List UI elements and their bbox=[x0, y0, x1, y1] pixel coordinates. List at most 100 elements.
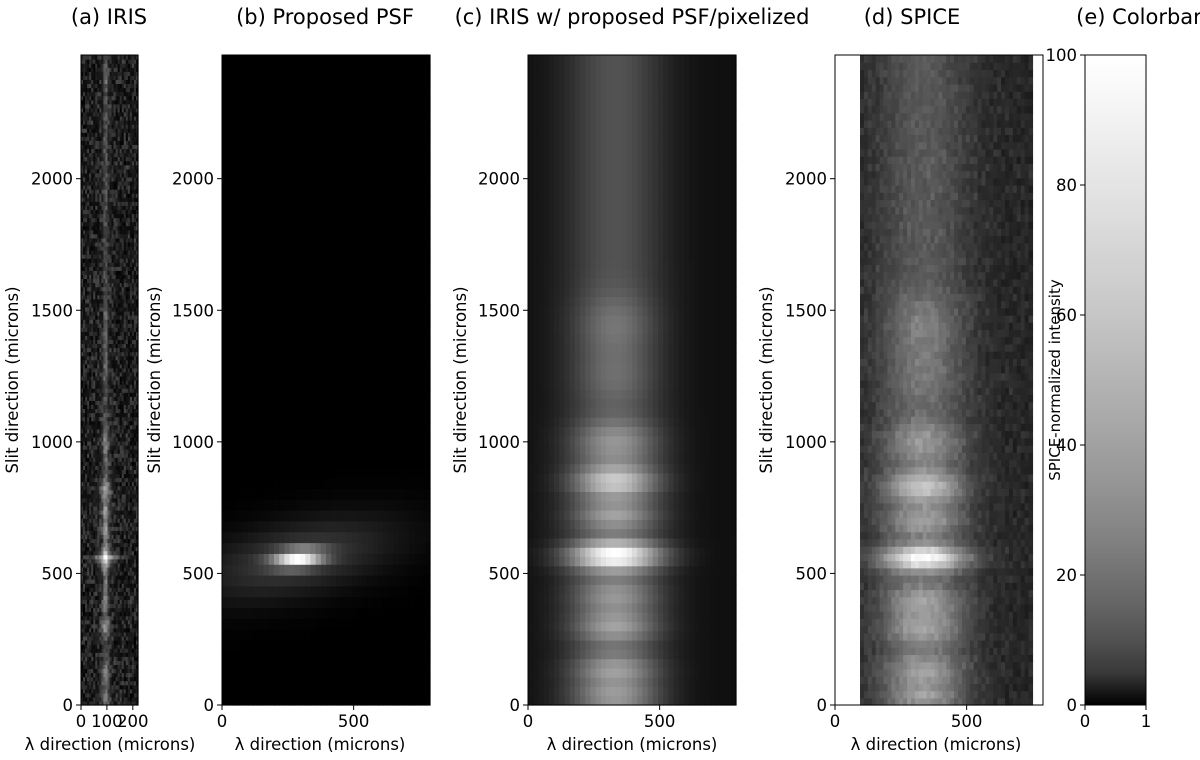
heatmap-cell bbox=[99, 595, 102, 600]
heatmap-cell bbox=[121, 538, 125, 544]
heatmap-cell bbox=[125, 562, 129, 568]
heatmap-cell bbox=[119, 518, 123, 523]
heatmap-cell bbox=[87, 514, 90, 519]
heatmap-cell bbox=[97, 477, 100, 483]
heatmap-cell bbox=[107, 579, 111, 584]
heatmap-cell bbox=[99, 473, 102, 479]
heatmap-cell bbox=[89, 688, 92, 694]
heatmap-cell bbox=[87, 530, 90, 535]
heatmap-cell bbox=[89, 648, 92, 653]
heatmap-cell bbox=[85, 477, 88, 483]
heatmap-cell bbox=[125, 656, 129, 661]
heatmap-cell bbox=[119, 485, 123, 491]
heatmap-cell bbox=[315, 618, 322, 630]
heatmap-cell bbox=[89, 526, 92, 531]
heatmap-cell bbox=[115, 550, 119, 556]
heatmap-cell bbox=[81, 652, 84, 657]
heatmap-cell bbox=[135, 579, 139, 584]
heatmap-cell bbox=[117, 497, 121, 503]
heatmap-cell bbox=[89, 477, 92, 483]
heatmap-cell bbox=[131, 587, 135, 592]
heatmap-cell bbox=[115, 631, 119, 637]
heatmap-cell bbox=[115, 656, 119, 661]
heatmap-cell bbox=[117, 493, 121, 499]
heatmap-cell bbox=[113, 599, 117, 605]
heatmap-cell bbox=[362, 640, 369, 652]
heatmap-cell bbox=[93, 668, 96, 674]
heatmap-cell bbox=[97, 644, 100, 649]
heatmap-cell bbox=[109, 579, 113, 584]
heatmap-cell bbox=[129, 481, 133, 487]
heatmap-cell bbox=[362, 618, 369, 630]
heatmap-cell bbox=[131, 546, 135, 552]
heatmap-cell bbox=[367, 585, 374, 598]
heatmap-cell bbox=[279, 618, 285, 630]
heatmap-cell bbox=[331, 618, 337, 630]
heatmap-cell bbox=[115, 566, 119, 572]
heatmap-cell bbox=[119, 550, 123, 556]
heatmap-cell bbox=[93, 664, 96, 670]
heatmap-cell bbox=[85, 518, 88, 523]
heatmap-cell bbox=[103, 546, 107, 552]
heatmap-cell bbox=[131, 611, 135, 617]
heatmap-cell bbox=[135, 481, 139, 487]
heatmap-cell bbox=[115, 461, 119, 466]
heatmap-cell bbox=[91, 700, 94, 706]
heatmap-cell bbox=[131, 688, 135, 694]
heatmap-cell bbox=[99, 465, 102, 470]
heatmap-cell bbox=[315, 650, 322, 663]
heatmap-cell bbox=[119, 676, 123, 682]
heatmap-cell bbox=[127, 497, 131, 503]
heatmap-cell bbox=[87, 449, 90, 454]
heatmap-cell bbox=[133, 656, 137, 661]
heatmap-cell bbox=[111, 457, 115, 462]
heatmap-cell bbox=[105, 684, 109, 690]
heatmap-cell bbox=[107, 465, 111, 470]
heatmap-cell bbox=[105, 688, 109, 694]
heatmap-cell bbox=[129, 445, 133, 450]
heatmap-cell bbox=[89, 660, 92, 665]
heatmap-cell bbox=[99, 635, 102, 641]
x-tick-label: 200 bbox=[117, 712, 149, 731]
heatmap-cell bbox=[91, 489, 94, 495]
heatmap-cell bbox=[284, 564, 291, 576]
heatmap-cell bbox=[268, 596, 275, 609]
heatmap-cell bbox=[97, 696, 100, 702]
heatmap-cell bbox=[357, 683, 363, 695]
heatmap-cell bbox=[222, 661, 228, 674]
heatmap-cell bbox=[133, 684, 137, 690]
heatmap-cell bbox=[89, 449, 92, 454]
heatmap-cell bbox=[101, 534, 104, 540]
heatmap-cell bbox=[101, 465, 104, 470]
heatmap-cell bbox=[83, 538, 86, 544]
heatmap-cell bbox=[97, 591, 100, 596]
heatmap-cell bbox=[83, 546, 86, 552]
heatmap-cell bbox=[123, 664, 127, 670]
heatmap-cell bbox=[81, 566, 84, 572]
heatmap-cell bbox=[89, 473, 92, 479]
heatmap-cell bbox=[85, 526, 88, 531]
heatmap-cell bbox=[129, 566, 133, 572]
heatmap-cell bbox=[93, 635, 96, 641]
heatmap-cell bbox=[83, 570, 86, 576]
heatmap-cell bbox=[109, 644, 113, 649]
heatmap-cell bbox=[119, 526, 123, 531]
heatmap-cell bbox=[127, 623, 131, 629]
heatmap-cell bbox=[135, 676, 139, 682]
heatmap-cell bbox=[135, 587, 139, 592]
heatmap-cell bbox=[253, 661, 259, 674]
heatmap-cell bbox=[83, 660, 86, 665]
heatmap-cell bbox=[129, 558, 133, 564]
heatmap-cell bbox=[383, 618, 389, 630]
heatmap-cell bbox=[119, 611, 123, 617]
heatmap-cell bbox=[105, 644, 109, 649]
heatmap-cell bbox=[115, 575, 119, 580]
heatmap-cell bbox=[121, 514, 125, 519]
heatmap-cell bbox=[103, 676, 107, 682]
heatmap-cell bbox=[111, 680, 115, 686]
heatmap-cell bbox=[95, 453, 98, 458]
heatmap-cell bbox=[85, 615, 88, 621]
heatmap-cell bbox=[93, 631, 96, 637]
heatmap-cell bbox=[111, 656, 115, 661]
heatmap-cell bbox=[95, 558, 98, 564]
